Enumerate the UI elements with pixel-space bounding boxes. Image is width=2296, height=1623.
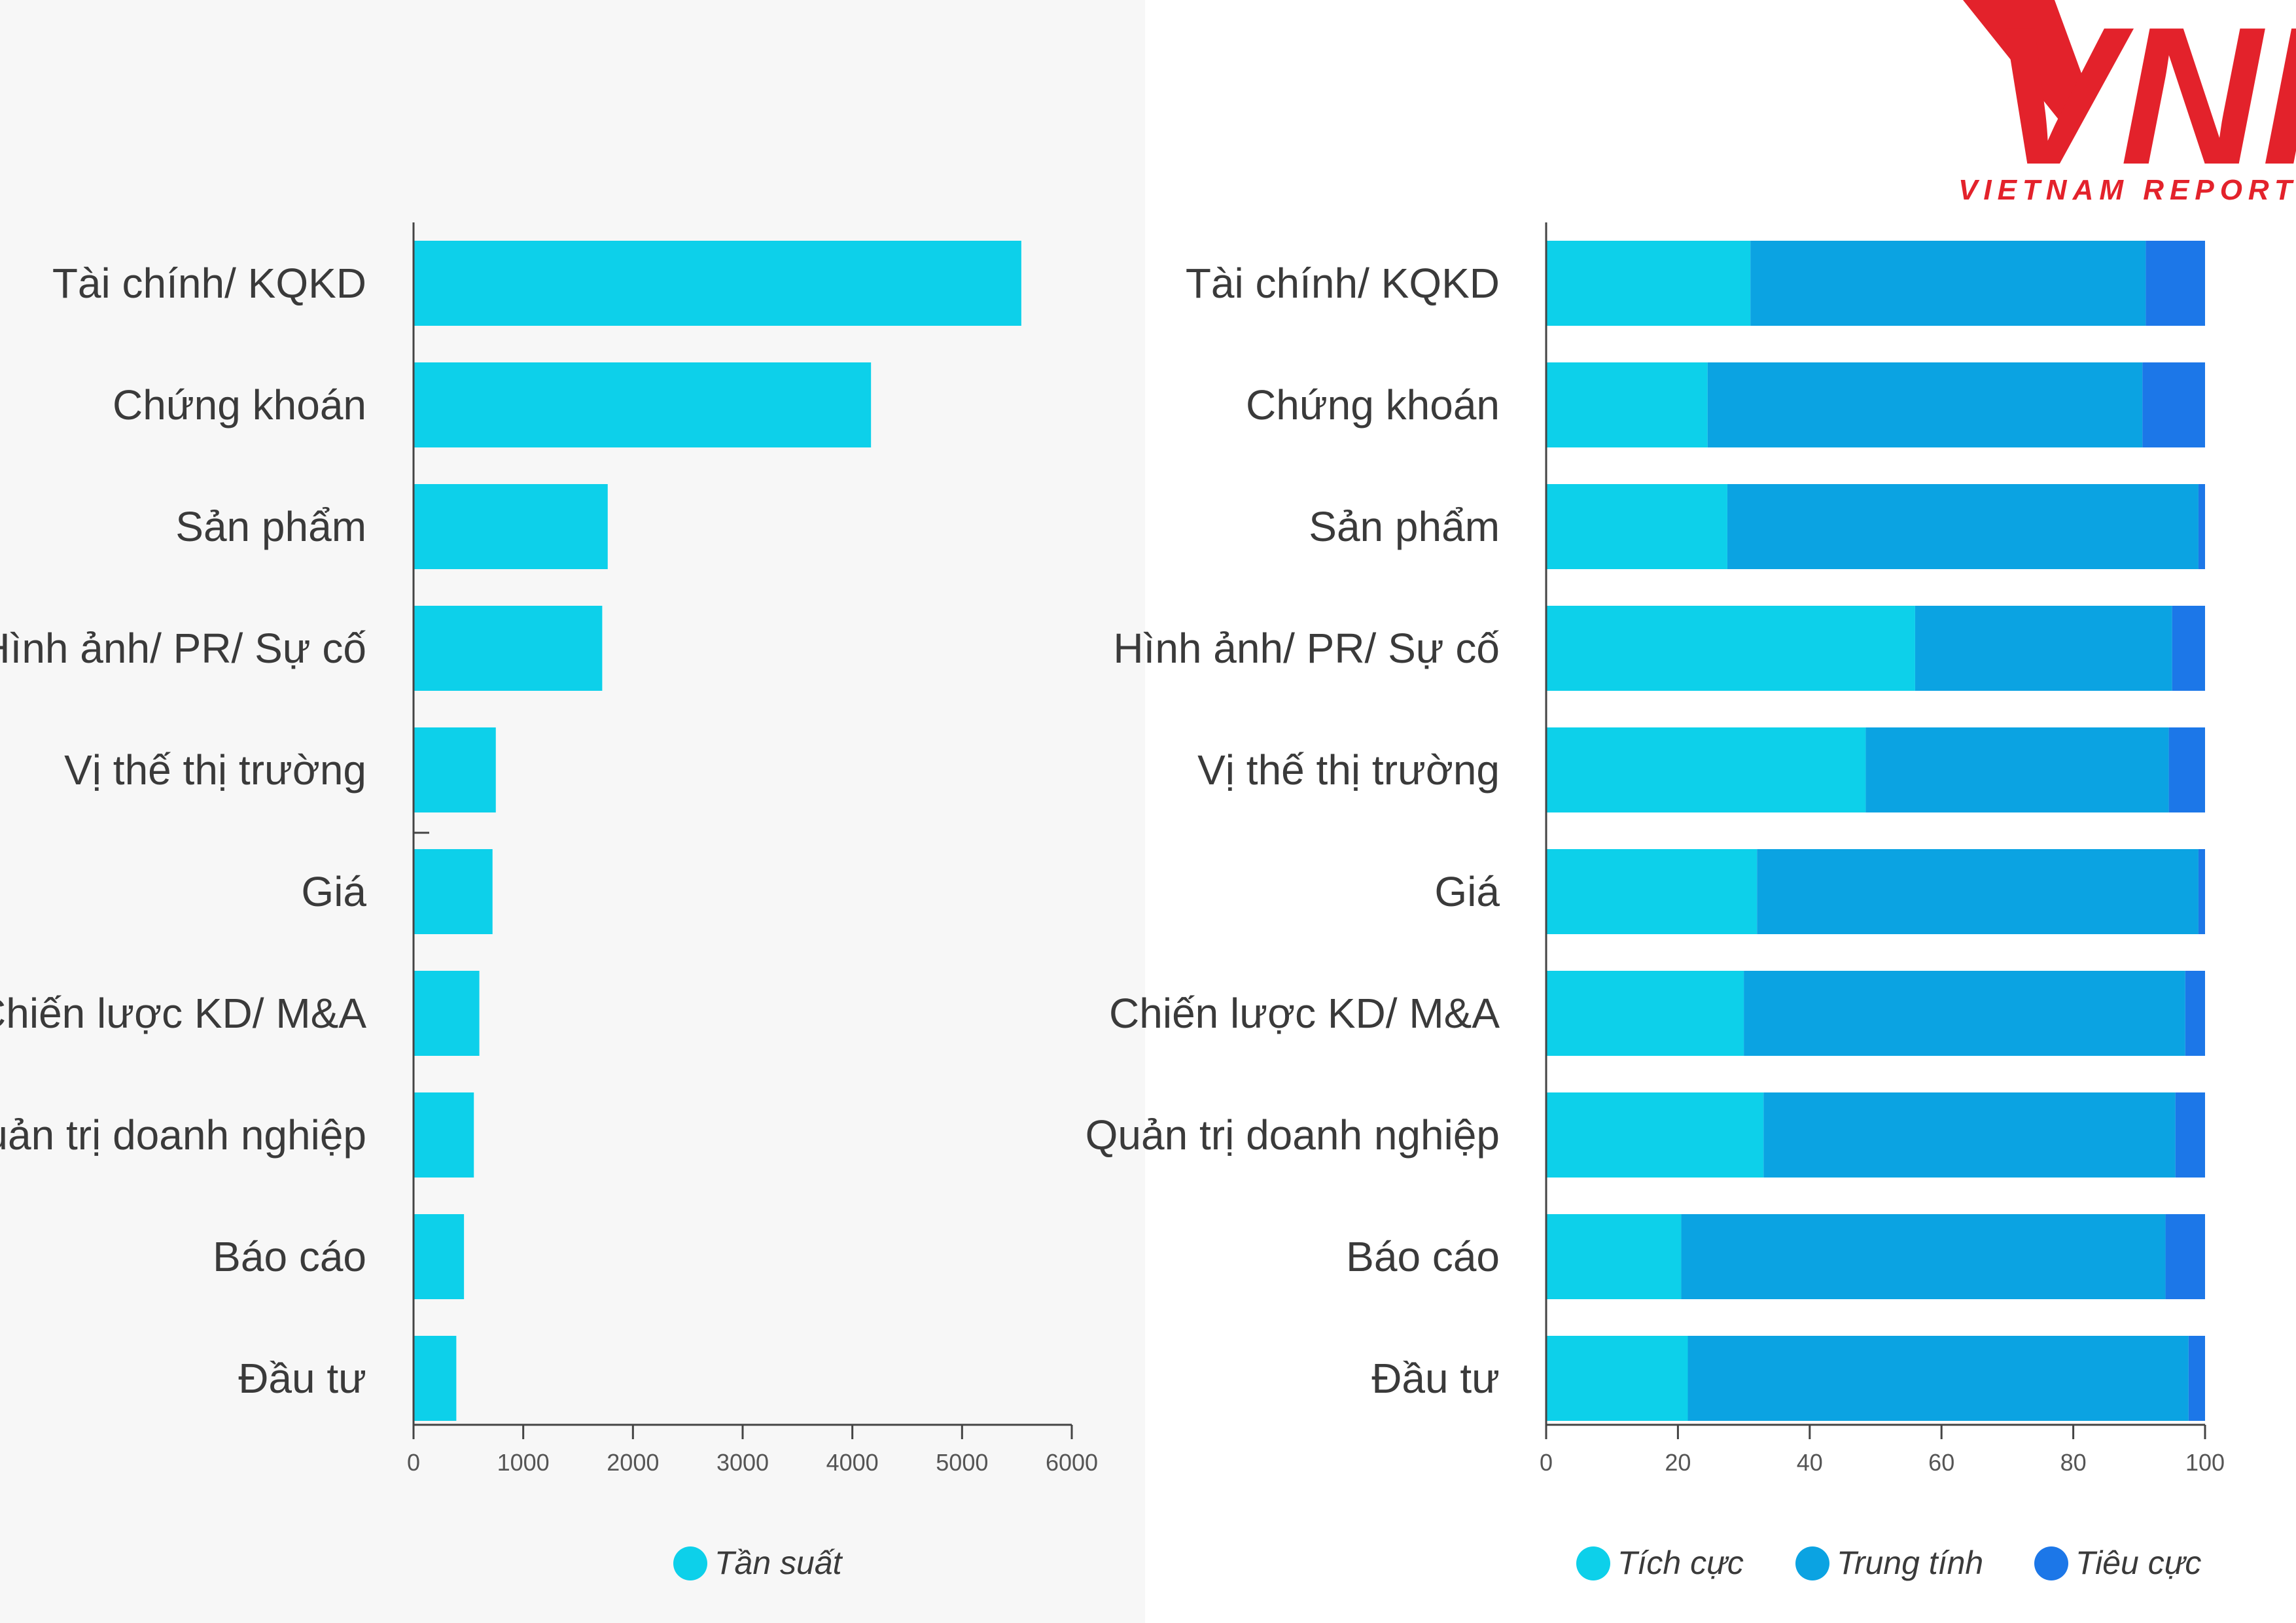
logo-subtitle: VIETNAM REPORT [1958, 174, 2296, 206]
bar-trung-tinh-gia [1757, 849, 2199, 934]
bar-tieu-cuc-hinh-anh-pr-su-co [2172, 606, 2205, 691]
category-label-tai-chinh-kqkd: Tài chính/ KQKD [52, 260, 366, 307]
x-tick-label-20: 20 [1665, 1449, 1691, 1476]
x-tick-label-100: 100 [2185, 1449, 2225, 1476]
x-tick-label-0: 0 [407, 1449, 420, 1476]
bar-tan-suat-gia [414, 849, 493, 934]
logo-mark: VNR [1989, 0, 2296, 205]
category-label-san-pham: Sản phẩm [1309, 503, 1500, 550]
bar-tan-suat-san-pham [414, 484, 608, 569]
category-label-quan-tri-doanh-nghiep: Quản trị doanh nghiệp [1086, 1111, 1500, 1159]
bar-tieu-cuc-vi-the-thi-truong [2168, 727, 2205, 812]
legend-swatch-tieu-cuc [2034, 1546, 2068, 1580]
bar-tich-cuc-tai-chinh-kqkd [1546, 241, 1751, 326]
category-label-hinh-anh-pr-su-co: Hình ảnh/ PR/ Sự cố [1113, 625, 1500, 672]
category-label-chung-khoan: Chứng khoán [1246, 381, 1500, 428]
bar-trung-tinh-vi-the-thi-truong [1865, 727, 2169, 812]
bar-tich-cuc-vi-the-thi-truong [1546, 727, 1866, 812]
category-label-vi-the-thi-truong: Vị thế thị trường [1197, 746, 1500, 794]
bar-tieu-cuc-quan-tri-doanh-nghiep [2175, 1092, 2205, 1178]
legend-swatch-tan-suat [673, 1546, 707, 1580]
bar-tan-suat-quan-tri-doanh-nghiep [414, 1092, 474, 1178]
bar-trung-tinh-san-pham [1727, 484, 2199, 569]
legend-swatch-tich-cuc [1576, 1546, 1610, 1580]
category-label-chung-khoan: Chứng khoán [113, 381, 366, 428]
category-label-chien-luoc-kd-m-a: Chiến lược KD/ M&A [0, 990, 366, 1037]
bar-trung-tinh-hinh-anh-pr-su-co [1915, 606, 2172, 691]
bar-tieu-cuc-gia [2198, 849, 2205, 934]
x-tick-label-0: 0 [1540, 1449, 1553, 1476]
bar-tieu-cuc-chung-khoan [2142, 362, 2205, 447]
category-label-san-pham: Sản phẩm [175, 503, 366, 550]
x-tick-label-1000: 1000 [497, 1449, 550, 1476]
x-tick-label-3000: 3000 [716, 1449, 769, 1476]
bar-tan-suat-bao-cao [414, 1214, 465, 1299]
legend-label-tieu-cuc: Tiêu cực [2075, 1544, 2201, 1581]
logo-swoosh [1963, 0, 2091, 131]
category-label-gia: Giá [301, 868, 366, 915]
bar-trung-tinh-quan-tri-doanh-nghiep [1763, 1092, 2176, 1178]
bar-tich-cuc-dau-tu [1546, 1336, 1688, 1421]
x-tick-label-2000: 2000 [607, 1449, 659, 1476]
bar-trung-tinh-chung-khoan [1707, 362, 2143, 447]
legend-swatch-trung-tinh [1795, 1546, 1829, 1580]
bar-tich-cuc-gia [1546, 849, 1757, 934]
category-label-dau-tu: Đầu tư [1371, 1355, 1500, 1402]
category-label-vi-the-thi-truong: Vị thế thị trường [64, 746, 366, 794]
bar-trung-tinh-chien-luoc-kd-m-a [1744, 971, 2185, 1056]
category-label-hinh-anh-pr-su-co: Hình ảnh/ PR/ Sự cố [0, 625, 366, 672]
bar-tan-suat-chien-luoc-kd-m-a [414, 971, 480, 1056]
category-label-chien-luoc-kd-m-a: Chiến lược KD/ M&A [1109, 990, 1500, 1037]
category-label-bao-cao: Báo cáo [1346, 1233, 1500, 1280]
bar-tich-cuc-san-pham [1546, 484, 1727, 569]
bar-tan-suat-vi-the-thi-truong [414, 727, 496, 812]
bar-tan-suat-hinh-anh-pr-su-co [414, 606, 603, 691]
legend-label-trung-tinh: Trung tính [1837, 1544, 1983, 1581]
vnr-logo: VNR VIETNAM REPORT [1958, 0, 2296, 206]
bar-trung-tinh-bao-cao [1681, 1214, 2166, 1299]
category-label-quan-tri-doanh-nghiep: Quản trị doanh nghiệp [0, 1111, 366, 1159]
bar-tich-cuc-hinh-anh-pr-su-co [1546, 606, 1915, 691]
bar-tieu-cuc-bao-cao [2165, 1214, 2205, 1299]
bar-tich-cuc-bao-cao [1546, 1214, 1682, 1299]
bar-tieu-cuc-chien-luoc-kd-m-a [2185, 971, 2205, 1056]
category-label-dau-tu: Đầu tư [238, 1355, 366, 1402]
x-tick-label-6000: 6000 [1046, 1449, 1098, 1476]
bar-tan-suat-chung-khoan [414, 362, 872, 447]
topic-frequency-chart: Tài chính/ KQKD Chứng khoán Sản phẩm Hình ả… [0, 222, 1098, 1581]
bar-trung-tinh-tai-chinh-kqkd [1750, 241, 2146, 326]
bar-tich-cuc-chung-khoan [1546, 362, 1708, 447]
bar-tieu-cuc-san-pham [2198, 484, 2205, 569]
bar-tich-cuc-quan-tri-doanh-nghiep [1546, 1092, 1764, 1178]
bar-tieu-cuc-dau-tu [2188, 1336, 2205, 1421]
bar-tan-suat-tai-chinh-kqkd [414, 241, 1021, 326]
bar-tich-cuc-chien-luoc-kd-m-a [1546, 971, 1744, 1056]
x-tick-label-5000: 5000 [936, 1449, 988, 1476]
legend-label-tan-suat: Tần suất [715, 1544, 843, 1581]
bar-trung-tinh-dau-tu [1687, 1336, 2189, 1421]
x-tick-label-60: 60 [1928, 1449, 1954, 1476]
x-tick-label-4000: 4000 [826, 1449, 879, 1476]
category-label-tai-chinh-kqkd: Tài chính/ KQKD [1186, 260, 1500, 307]
x-tick-label-40: 40 [1797, 1449, 1823, 1476]
sentiment-share-chart: Tài chính/ KQKD Chứng khoán Sản phẩm Hình ả… [1086, 222, 2225, 1581]
bar-tan-suat-dau-tu [414, 1336, 457, 1421]
bar-tieu-cuc-tai-chinh-kqkd [2146, 241, 2205, 326]
legend-label-tich-cuc: Tích cực [1617, 1544, 1744, 1581]
x-tick-label-80: 80 [2060, 1449, 2087, 1476]
category-label-gia: Giá [1434, 868, 1500, 915]
category-label-bao-cao: Báo cáo [213, 1233, 366, 1280]
